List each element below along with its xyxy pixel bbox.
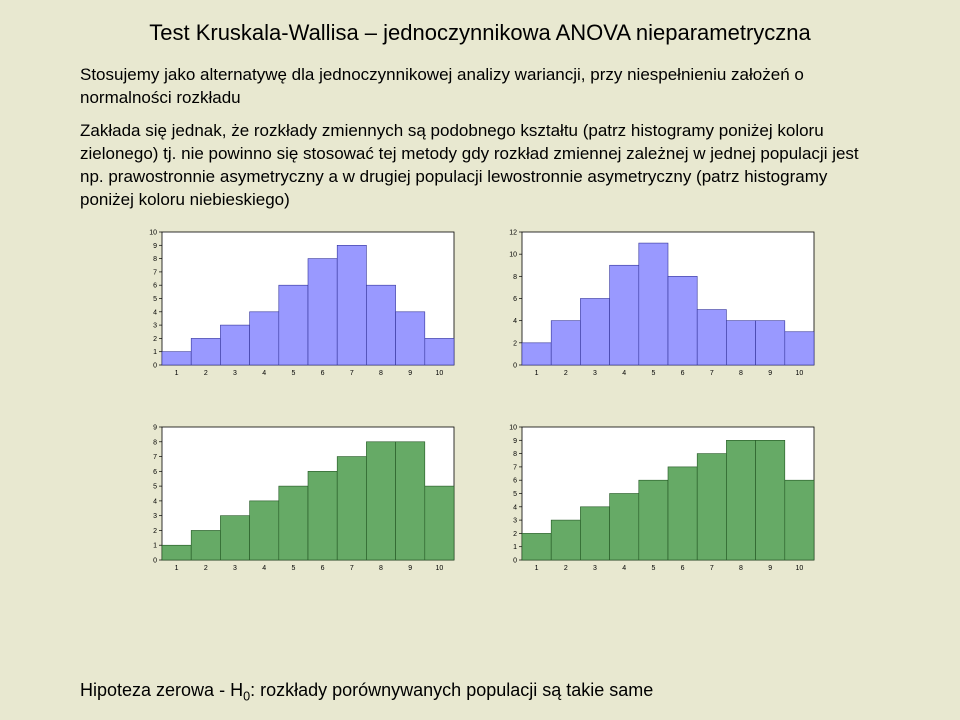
svg-text:6: 6 <box>153 282 157 289</box>
svg-text:4: 4 <box>513 318 517 325</box>
page-title: Test Kruskala-Wallisa – jednoczynnikowa … <box>0 0 960 56</box>
svg-text:5: 5 <box>651 370 655 377</box>
footer-post: : rozkłady porównywanych populacji są ta… <box>250 680 653 700</box>
svg-text:1: 1 <box>175 370 179 377</box>
svg-text:9: 9 <box>768 565 772 572</box>
body-text: Stosujemy jako alternatywę dla jednoczyn… <box>0 64 960 212</box>
svg-text:1: 1 <box>535 370 539 377</box>
chart-grid: 01234567891012345678910 0246810121234567… <box>0 222 960 584</box>
svg-text:2: 2 <box>204 370 208 377</box>
svg-text:7: 7 <box>710 370 714 377</box>
svg-text:5: 5 <box>291 565 295 572</box>
svg-text:5: 5 <box>651 565 655 572</box>
svg-text:4: 4 <box>622 370 626 377</box>
svg-text:6: 6 <box>321 565 325 572</box>
svg-text:9: 9 <box>513 437 517 444</box>
svg-text:0: 0 <box>153 362 157 369</box>
svg-text:8: 8 <box>153 439 157 446</box>
svg-text:2: 2 <box>153 336 157 343</box>
paragraph-2: Zakłada się jednak, że rozkłady zmiennyc… <box>80 120 880 212</box>
svg-text:0: 0 <box>153 557 157 564</box>
svg-text:10: 10 <box>796 565 804 572</box>
chart-green-left: 0 1 2 3 4 5 6 7 8 9 1 2 3 4 5 6 7 8 9 10 <box>140 421 460 576</box>
svg-text:12: 12 <box>509 229 517 236</box>
svg-text:6: 6 <box>681 370 685 377</box>
svg-text:10: 10 <box>509 251 517 258</box>
svg-text:6: 6 <box>513 477 517 484</box>
svg-text:2: 2 <box>513 531 517 538</box>
svg-text:7: 7 <box>153 454 157 461</box>
svg-text:7: 7 <box>350 370 354 377</box>
svg-text:3: 3 <box>153 513 157 520</box>
svg-text:5: 5 <box>513 491 517 498</box>
footer-hypothesis: Hipoteza zerowa - H0: rozkłady porównywa… <box>80 680 880 704</box>
svg-text:9: 9 <box>768 370 772 377</box>
svg-text:1: 1 <box>175 565 179 572</box>
svg-text:6: 6 <box>513 296 517 303</box>
svg-text:4: 4 <box>153 498 157 505</box>
paragraph-1: Stosujemy jako alternatywę dla jednoczyn… <box>80 64 880 110</box>
svg-text:7: 7 <box>153 269 157 276</box>
svg-text:7: 7 <box>513 464 517 471</box>
chart-blue-left: 0 1 2 3 4 5 6 7 8 9 10 1 2 3 4 5 6 7 8 9 10 <box>140 226 460 381</box>
svg-text:4: 4 <box>622 565 626 572</box>
chart-blue-right: 02468101212345678910 <box>500 226 820 381</box>
svg-text:5: 5 <box>153 483 157 490</box>
svg-text:5: 5 <box>291 370 295 377</box>
chart-green-right: 0 1 2 3 4 5 6 7 8 9 10 1 2 3 4 5 6 7 8 9 10 <box>500 421 820 576</box>
svg-text:4: 4 <box>262 565 266 572</box>
svg-text:1: 1 <box>513 544 517 551</box>
svg-text:9: 9 <box>153 242 157 249</box>
svg-text:7: 7 <box>350 565 354 572</box>
svg-text:6: 6 <box>153 468 157 475</box>
svg-text:3: 3 <box>153 322 157 329</box>
svg-text:4: 4 <box>153 309 157 316</box>
svg-text:6: 6 <box>321 370 325 377</box>
svg-text:5: 5 <box>153 296 157 303</box>
footer-pre: Hipoteza zerowa - H <box>80 680 243 700</box>
svg-text:10: 10 <box>436 370 444 377</box>
svg-text:10: 10 <box>436 565 444 572</box>
svg-text:3: 3 <box>593 565 597 572</box>
svg-text:0: 0 <box>513 557 517 564</box>
svg-text:0: 0 <box>513 362 517 369</box>
svg-text:7: 7 <box>710 565 714 572</box>
svg-text:10: 10 <box>796 370 804 377</box>
svg-text:10: 10 <box>149 229 157 236</box>
svg-text:8: 8 <box>153 256 157 263</box>
svg-text:6: 6 <box>681 565 685 572</box>
svg-text:10: 10 <box>509 424 517 431</box>
svg-text:1: 1 <box>153 349 157 356</box>
svg-text:8: 8 <box>513 451 517 458</box>
svg-text:4: 4 <box>513 504 517 511</box>
svg-text:1: 1 <box>535 565 539 572</box>
svg-text:3: 3 <box>233 370 237 377</box>
svg-text:2: 2 <box>564 565 568 572</box>
svg-text:2: 2 <box>513 340 517 347</box>
svg-text:1: 1 <box>153 542 157 549</box>
svg-text:3: 3 <box>233 565 237 572</box>
svg-text:8: 8 <box>379 370 383 377</box>
svg-text:3: 3 <box>513 517 517 524</box>
svg-text:4: 4 <box>262 370 266 377</box>
svg-text:8: 8 <box>739 370 743 377</box>
svg-text:2: 2 <box>204 565 208 572</box>
svg-text:8: 8 <box>513 273 517 280</box>
svg-text:3: 3 <box>593 370 597 377</box>
svg-text:8: 8 <box>379 565 383 572</box>
svg-text:9: 9 <box>408 370 412 377</box>
svg-text:9: 9 <box>153 424 157 431</box>
svg-text:8: 8 <box>739 565 743 572</box>
svg-text:9: 9 <box>408 565 412 572</box>
svg-text:2: 2 <box>564 370 568 377</box>
svg-text:2: 2 <box>153 528 157 535</box>
